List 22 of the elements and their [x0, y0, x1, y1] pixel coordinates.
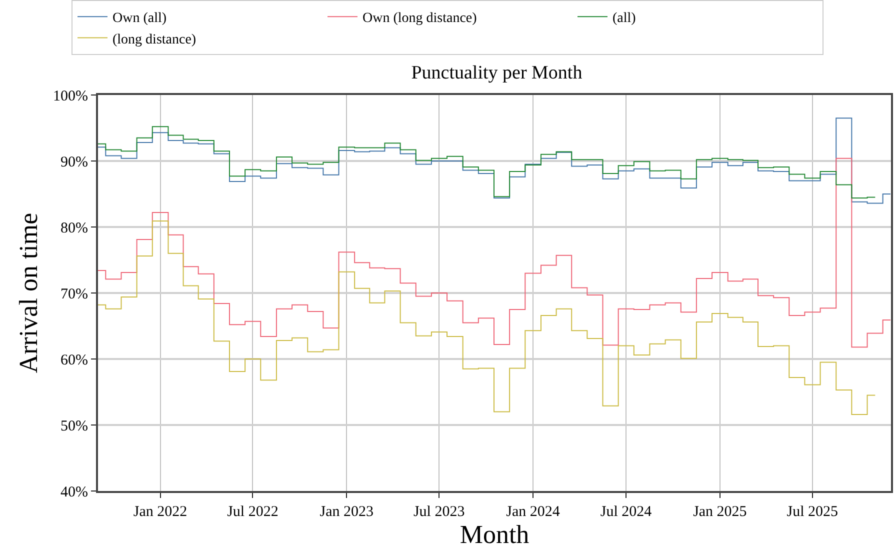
x-tick-label: Jul 2022 — [227, 504, 278, 520]
y-tick-label: 80% — [60, 220, 88, 236]
legend-label: Own (all) — [112, 11, 167, 26]
x-axis-title: Month — [460, 520, 530, 549]
chart-title: Punctuality per Month — [411, 62, 583, 84]
x-tick-label: Jul 2025 — [786, 504, 838, 520]
x-tick-label: Jan 2023 — [320, 504, 374, 520]
x-tick-label: Jan 2025 — [693, 504, 747, 520]
x-tick-label: Jan 2024 — [506, 504, 560, 520]
legend-label: (all) — [612, 11, 636, 26]
legend-label: (long distance) — [112, 32, 196, 48]
y-tick-label: 50% — [60, 418, 88, 434]
x-tick-label: Jan 2022 — [133, 504, 188, 520]
y-tick-label: 90% — [60, 154, 88, 170]
legend-label: Own (long distance) — [362, 11, 478, 26]
y-tick-label: 40% — [60, 484, 88, 500]
y-tick-label: 70% — [60, 286, 88, 302]
y-axis-title: Arrival on time — [14, 212, 43, 374]
x-tick-label: Jul 2024 — [600, 504, 652, 520]
y-tick-label: 100% — [53, 88, 88, 104]
y-tick-label: 60% — [60, 352, 88, 368]
x-tick-label: Jul 2023 — [413, 504, 465, 520]
